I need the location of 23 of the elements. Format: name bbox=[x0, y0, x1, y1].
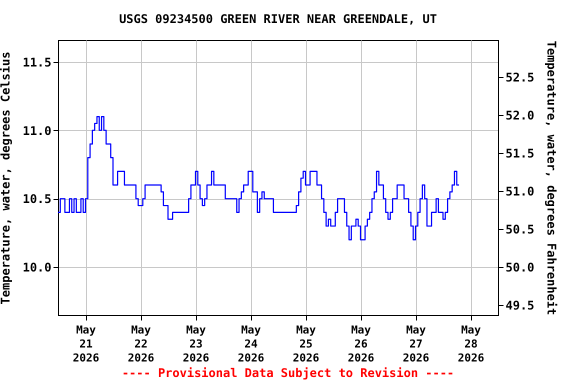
y2-tick-label: 52.0 bbox=[506, 108, 534, 123]
y-tick-label: 10.5 bbox=[22, 192, 52, 206]
y2-tick-label: 49.5 bbox=[506, 298, 534, 313]
y-axis-title: Temperature, water, degrees Celsius bbox=[0, 52, 13, 304]
x-tick-label: May 27 2026 bbox=[402, 324, 430, 364]
x-tick-label: May 23 2026 bbox=[182, 324, 210, 364]
y-tick-label: 10.0 bbox=[22, 260, 52, 275]
x-tick-label: May 22 2026 bbox=[128, 324, 155, 364]
chart-title: USGS 09234500 GREEN RIVER NEAR GREENDALE, UT bbox=[119, 12, 437, 26]
y-tick-label: 11.0 bbox=[22, 124, 52, 138]
y2-tick-label: 51.0 bbox=[506, 184, 534, 199]
y2-tick-label: 50.5 bbox=[506, 222, 534, 237]
y2-tick-label: 52.5 bbox=[506, 70, 534, 85]
x-tick-label: May 26 2026 bbox=[348, 324, 375, 364]
y2-axis-title: Temperature, water, degrees Fahrenheit bbox=[544, 40, 558, 316]
x-tick-label: May 24 2026 bbox=[238, 324, 265, 364]
text: ---- Provisional Data Subject to Revision ---- bbox=[120, 366, 456, 380]
y2-tick-label: 51.5 bbox=[506, 146, 534, 161]
y-tick-label: 11.5 bbox=[22, 55, 52, 70]
x-tick-label: May 21 2026 bbox=[72, 324, 100, 364]
x-tick-label: May 25 2026 bbox=[292, 324, 320, 364]
y2-tick-label: 50.0 bbox=[506, 260, 534, 275]
x-tick-label: May 28 2026 bbox=[458, 324, 485, 364]
